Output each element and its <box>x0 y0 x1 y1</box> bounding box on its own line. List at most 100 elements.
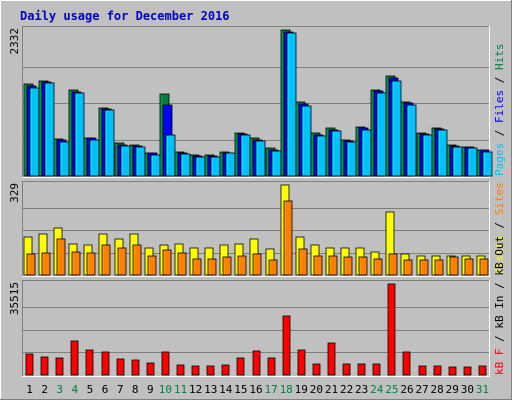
bar-kbytes-kb-f-day-26 <box>402 351 411 376</box>
bar-kbytes-kb-f-day-5 <box>85 349 94 376</box>
bar-kbytes-kb-f-day-24 <box>372 363 381 376</box>
legend-separator: / <box>493 276 506 296</box>
x-axis-day-labels: 1 2 3 4 5 6 7 8 9 10 11 12 13 14 15 16 17 18 19 20 21 22 23 24 2… <box>26 383 489 396</box>
bar-visits-sites-sites-day-5-fill <box>86 252 96 276</box>
bar-kbytes-kb-f-day-16-fill <box>252 350 261 376</box>
bar-visits-sites-sites-day-5 <box>86 252 96 276</box>
day-label-28: 28 <box>431 383 444 396</box>
day-label-6: 6 <box>102 383 109 396</box>
bar-visits-sites-sites-day-14-fill <box>222 256 232 276</box>
panel-hits-files-pages: 2332 Pages / Files / Hits <box>8 26 506 178</box>
bar-kbytes-kb-f-day-13 <box>206 365 215 376</box>
bar-visits-sites-sites-day-21 <box>328 255 338 276</box>
bar-visits-sites-sites-day-6 <box>101 244 111 276</box>
bar-kbytes-kb-f-day-2-fill <box>40 356 49 376</box>
day-label-18: 18 <box>280 383 293 396</box>
bar-kbytes-kb-f-day-7 <box>116 358 125 376</box>
bar-hits-files-pages-pages-day-10 <box>165 134 176 177</box>
bar-visits-sites-sites-day-23 <box>358 256 368 276</box>
bar-kbytes-kb-f-day-9-fill <box>146 362 155 376</box>
bar-visits-sites-sites-day-26-fill <box>403 259 413 276</box>
bar-hits-files-pages-pages-day-6 <box>104 109 115 177</box>
bar-visits-sites-sites-day-24-fill <box>373 258 383 276</box>
bar-visits-sites-sites-day-27 <box>419 259 429 276</box>
bar-kbytes-kb-f-day-10-fill <box>161 351 170 376</box>
bar-visits-sites-sites-day-1-fill <box>26 253 36 276</box>
bar-kbytes-kb-f-day-29-fill <box>448 366 457 376</box>
bar-visits-sites-sites-day-19-fill <box>298 248 308 276</box>
legend-separator: / <box>493 329 506 349</box>
bar-visits-sites-sites-day-11 <box>177 252 187 276</box>
day-label-1: 1 <box>26 383 33 396</box>
bar-hits-files-pages-pages-day-7 <box>120 145 131 177</box>
day-label-16: 16 <box>249 383 262 396</box>
bar-visits-sites-sites-day-9-fill <box>147 255 157 276</box>
bar-visits-sites-sites-day-15-fill <box>237 255 247 276</box>
bar-visits-sites-sites-day-13 <box>207 258 217 276</box>
legend-pages: Pages <box>493 143 506 176</box>
bar-hits-files-pages-pages-day-2 <box>44 82 55 177</box>
bar-kbytes-kb-f-day-30 <box>463 366 472 376</box>
day-label-10: 10 <box>159 383 172 396</box>
bar-hits-files-pages-pages-day-16-fill <box>255 140 266 177</box>
bar-hits-files-pages-pages-day-22 <box>346 141 357 177</box>
bar-hits-files-pages-pages-day-29 <box>452 146 463 177</box>
bar-visits-sites-sites-day-9 <box>147 255 157 276</box>
day-label-25: 25 <box>385 383 398 396</box>
day-label-29: 29 <box>446 383 459 396</box>
bar-hits-files-pages-pages-day-6-fill <box>104 109 115 177</box>
bar-kbytes-kb-f-day-20 <box>312 363 321 376</box>
day-label-23: 23 <box>355 383 368 396</box>
bar-visits-sites-sites-day-23-fill <box>358 256 368 276</box>
bar-visits-sites-sites-day-25-fill <box>388 253 398 276</box>
bar-hits-files-pages-pages-day-4 <box>74 92 85 177</box>
bar-kbytes-kb-f-day-22 <box>342 363 351 376</box>
day-label-24: 24 <box>370 383 384 396</box>
legend-kb-out: kB Out <box>493 236 506 276</box>
bar-hits-files-pages-pages-day-20 <box>316 135 327 177</box>
bar-hits-files-pages-pages-day-4-fill <box>74 92 85 177</box>
day-label-15: 15 <box>234 383 247 396</box>
bar-visits-sites-sites-day-25 <box>388 253 398 276</box>
bar-kbytes-kb-f-day-8-fill <box>131 359 140 376</box>
bar-kbytes-kb-f-day-16 <box>252 350 261 376</box>
bar-kbytes-kb-f-day-25 <box>387 283 396 376</box>
day-label-22: 22 <box>340 383 353 396</box>
bar-kbytes-kb-f-day-15-fill <box>236 357 245 376</box>
bar-hits-files-pages-pages-day-9 <box>150 154 161 177</box>
bar-visits-sites-sites-day-14 <box>222 256 232 276</box>
bar-kbytes-kb-f-day-4-fill <box>70 340 79 376</box>
bar-kbytes-kb-f-day-11-fill <box>176 364 185 376</box>
bar-visits-sites-sites-day-2 <box>41 252 51 276</box>
bar-kbytes-kb-f-day-1 <box>25 353 34 376</box>
bar-hits-files-pages-pages-day-26 <box>406 104 417 177</box>
bar-visits-sites-sites-day-17 <box>268 259 278 276</box>
bar-visits-sites-sites-day-12-fill <box>192 258 202 276</box>
bar-kbytes-kb-f-day-23-fill <box>357 363 366 376</box>
bar-visits-sites-sites-day-12 <box>192 258 202 276</box>
panel-visits-sites: 329 Visits / Sites <box>8 181 506 277</box>
bar-visits-sites-sites-day-4-fill <box>71 251 81 276</box>
bar-visits-sites-sites-day-22-fill <box>343 256 353 276</box>
day-label-7: 7 <box>117 383 124 396</box>
day-label-17: 17 <box>264 383 277 396</box>
bar-visits-sites-sites-day-15 <box>237 255 247 276</box>
legend-kb-f: kB F <box>493 349 506 376</box>
bar-kbytes-kb-f-day-19 <box>297 349 306 376</box>
bar-visits-sites-sites-day-17-fill <box>268 259 278 276</box>
legend-separator: / <box>493 70 506 90</box>
bar-kbytes-kb-f-day-25-fill <box>387 283 396 376</box>
bar-kbytes-kb-f-day-31-fill <box>478 365 487 376</box>
panel-kbytes: 35515 kB F / kB In / kB Out <box>8 236 506 377</box>
day-label-13: 13 <box>204 383 217 396</box>
bar-visits-sites-sites-day-4 <box>71 251 81 276</box>
bar-visits-sites-sites-day-29-fill <box>449 256 459 276</box>
bar-kbytes-kb-f-day-28 <box>433 365 442 376</box>
bar-hits-files-pages-pages-day-18 <box>286 32 297 177</box>
bar-kbytes-kb-f-day-22-fill <box>342 363 351 376</box>
day-label-14: 14 <box>219 383 233 396</box>
bar-kbytes-kb-f-day-27-fill <box>418 365 427 376</box>
bar-visits-sites-sites-day-29 <box>449 256 459 276</box>
bar-kbytes-kb-f-day-30-fill <box>463 366 472 376</box>
bar-visits-sites-sites-day-18 <box>283 200 293 276</box>
